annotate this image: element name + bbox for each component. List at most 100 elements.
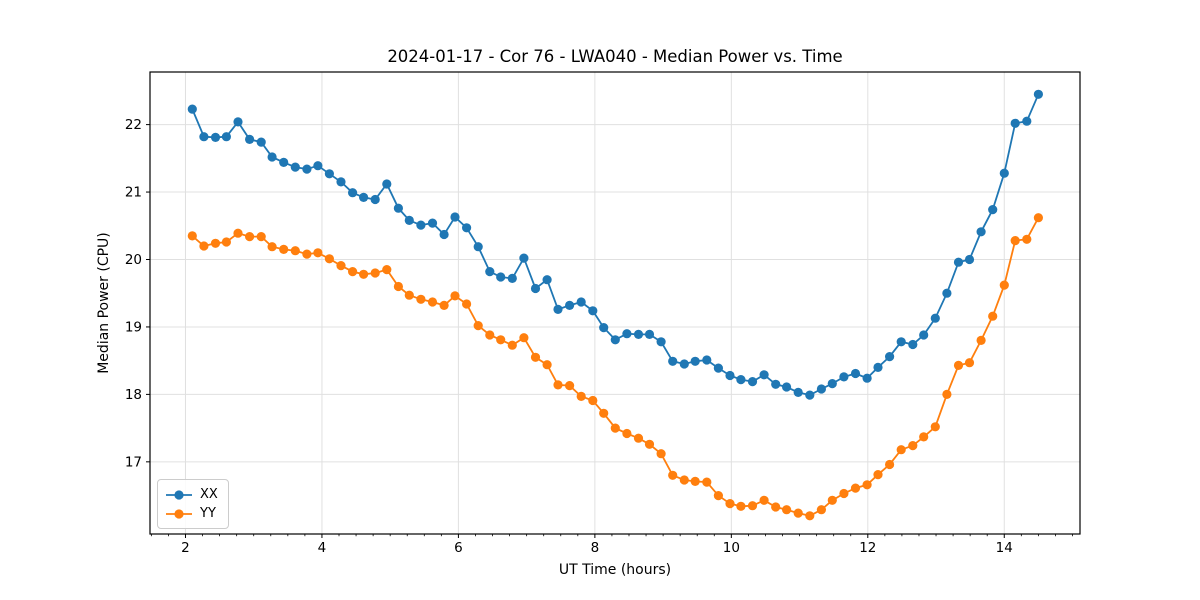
y-tick-label: 22 (125, 117, 142, 133)
data-point-yy (805, 511, 815, 521)
data-point-yy (324, 254, 334, 264)
legend-marker-xx-icon (166, 489, 192, 500)
data-point-xx (199, 132, 209, 142)
data-point-xx (839, 372, 849, 382)
data-point-yy (633, 433, 644, 443)
data-point-yy (210, 238, 221, 248)
data-point-xx (702, 355, 712, 365)
data-point-yy (850, 483, 861, 493)
data-point-yy (473, 321, 483, 331)
plot-background (150, 72, 1080, 534)
data-point-yy (588, 395, 598, 406)
legend-item-xx: XX (165, 485, 220, 504)
data-point-yy (793, 508, 803, 518)
data-point-yy (256, 232, 266, 242)
data-point-xx (862, 373, 872, 383)
data-point-yy (233, 228, 243, 238)
data-point-xx (816, 384, 827, 394)
data-point-xx (759, 370, 769, 380)
data-point-xx (370, 194, 380, 205)
data-point-yy (416, 294, 426, 304)
data-point-yy (827, 495, 837, 505)
x-tick-label: 4 (318, 540, 327, 556)
data-point-yy (896, 445, 906, 455)
data-point-xx (885, 352, 895, 362)
legend-marker-yy-icon (166, 508, 192, 519)
data-point-xx (245, 134, 255, 144)
legend-label-yy: YY (200, 506, 216, 521)
data-point-xx (210, 132, 221, 142)
data-point-xx (542, 275, 552, 285)
data-point-xx (873, 362, 883, 372)
data-point-xx (679, 359, 689, 369)
data-point-yy (988, 311, 998, 321)
data-point-yy (610, 423, 620, 433)
data-point-xx (473, 242, 483, 252)
data-point-yy (668, 470, 678, 480)
data-point-xx (382, 179, 392, 189)
data-point-yy (393, 281, 403, 292)
data-point-xx (485, 267, 495, 277)
data-point-yy (964, 358, 975, 368)
data-point-yy (427, 297, 438, 307)
y-tick-label: 21 (125, 185, 142, 201)
data-point-xx (622, 329, 632, 339)
data-point-yy (576, 391, 586, 401)
data-point-xx (427, 218, 438, 228)
data-point-xx (462, 223, 472, 233)
data-point-xx (279, 157, 289, 167)
data-point-yy (485, 330, 495, 340)
data-point-yy (702, 477, 712, 487)
y-tick-label: 17 (125, 454, 142, 470)
data-point-xx (725, 370, 735, 381)
data-point-xx (267, 152, 277, 162)
y-tick-label: 19 (125, 319, 142, 335)
data-point-xx (747, 377, 758, 387)
data-point-yy (496, 335, 506, 345)
axes-spines (149, 71, 1081, 535)
data-point-xx (553, 304, 563, 314)
data-point-yy (725, 499, 735, 509)
x-axis-label: UT Time (hours) (558, 562, 672, 578)
data-point-xx (302, 164, 312, 174)
data-point-xx (1010, 118, 1020, 128)
data-point-yy (187, 231, 197, 241)
data-point-yy (462, 299, 472, 309)
data-point-xx (668, 356, 678, 366)
data-point-yy (839, 488, 849, 499)
data-point-xx (221, 132, 231, 142)
data-point-yy (953, 360, 964, 370)
data-point-xx (588, 306, 598, 316)
data-point-xx (450, 212, 460, 222)
data-point-yy (690, 476, 700, 486)
data-point-xx (953, 257, 964, 267)
data-point-yy (747, 501, 758, 511)
data-point-xx (771, 379, 781, 389)
data-point-xx (313, 161, 323, 171)
data-point-yy (267, 242, 277, 252)
data-point-xx (942, 288, 952, 298)
data-point-xx (782, 382, 792, 392)
data-point-yy (908, 441, 918, 451)
data-point-xx (416, 220, 426, 230)
data-point-yy (565, 381, 575, 391)
data-point-yy (999, 280, 1009, 290)
data-point-yy (290, 246, 300, 256)
data-point-yy (302, 249, 312, 259)
x-tick-label: 12 (859, 540, 876, 556)
data-point-xx (793, 387, 803, 397)
data-point-xx (359, 192, 369, 202)
data-point-xx (1033, 89, 1043, 99)
data-point-yy (885, 459, 895, 470)
data-point-yy (507, 340, 517, 350)
data-point-yy (382, 265, 392, 275)
data-point-yy (336, 261, 346, 271)
y-tick-label: 18 (125, 387, 142, 403)
data-point-xx (930, 313, 940, 323)
data-point-xx (644, 329, 655, 339)
data-point-yy (348, 267, 358, 277)
y-tick-label: 20 (125, 252, 142, 268)
data-point-xx (519, 253, 529, 263)
data-point-xx (919, 330, 929, 340)
